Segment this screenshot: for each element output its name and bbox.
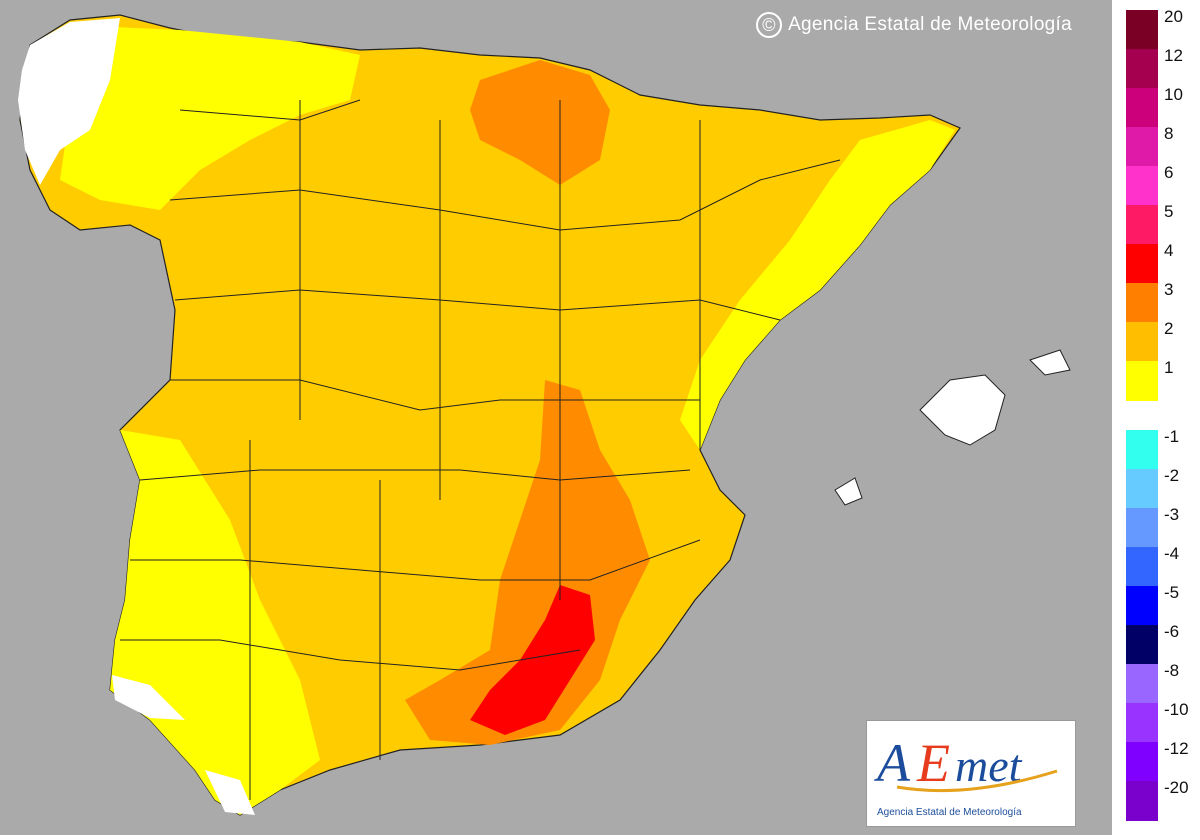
legend-label: -8	[1164, 661, 1180, 680]
legend-swatch	[1126, 244, 1158, 284]
gibraltar-nodata-region	[205, 770, 255, 815]
legend-label: 4	[1164, 241, 1174, 260]
legend-swatch	[1126, 166, 1158, 206]
logo-swoosh	[896, 769, 1058, 793]
logo-subtitle: Agencia Estatal de Meteorología	[877, 807, 1022, 818]
legend-label: 8	[1164, 124, 1174, 143]
legend-swatch	[1126, 430, 1158, 470]
anomaly-map: © Agencia Estatal de Meteorología A E me…	[0, 0, 1112, 835]
legend-swatch	[1126, 547, 1158, 587]
legend-label: 10	[1164, 85, 1183, 104]
legend-label: -5	[1164, 583, 1180, 602]
legend-swatch	[1126, 781, 1158, 821]
legend-label: 6	[1164, 163, 1174, 182]
legend-label: -3	[1164, 505, 1180, 524]
legend-label: -4	[1164, 544, 1180, 563]
legend-swatch	[1126, 742, 1158, 782]
legend-swatch	[1126, 361, 1158, 401]
legend-swatch	[1126, 49, 1158, 89]
southeast-level4-region	[470, 585, 595, 735]
aemet-logo-mark: A E met	[874, 733, 1058, 793]
legend-swatch	[1126, 10, 1158, 50]
galicia-nodata-region	[18, 18, 120, 185]
east-level1-region	[680, 120, 955, 450]
map-svg	[18, 14, 1071, 816]
legend-label: -10	[1164, 700, 1189, 719]
aemet-logo: A E met Agencia Estatal de Meteorología	[866, 720, 1076, 827]
logo-a-letter: A	[874, 733, 911, 793]
negative-legend-bar	[1126, 430, 1158, 821]
legend-label: -2	[1164, 466, 1180, 485]
legend-swatch	[1126, 625, 1158, 665]
credit-text: Agencia Estatal de Meteorología	[788, 14, 1072, 35]
north-level3-region	[470, 60, 610, 185]
copyright-icon: ©	[756, 12, 783, 38]
legend-label: -12	[1164, 739, 1189, 758]
aemet-credit: © Agencia Estatal de Meteorología	[756, 12, 1072, 38]
southeast-level3-region	[405, 380, 650, 745]
legend-swatch	[1126, 322, 1158, 362]
legend-swatch	[1126, 703, 1158, 743]
legend-swatch	[1126, 127, 1158, 167]
north-level1-region	[60, 25, 360, 210]
mallorca-island	[919, 374, 1006, 446]
legend-label: 3	[1164, 280, 1174, 299]
legend-swatch	[1126, 283, 1158, 323]
legend-swatch	[1126, 88, 1158, 128]
color-legend: 20 12 10 8 6 5 4 3 2 1 -1 -2 -3 -4 -5 -6 -8 -10 -12 -20	[1112, 0, 1200, 835]
legend-label: -20	[1164, 778, 1189, 797]
menorca-island	[1029, 349, 1071, 376]
southwest-nodata-region	[112, 675, 185, 720]
legend-label: -6	[1164, 622, 1180, 641]
legend-swatch	[1126, 664, 1158, 704]
legend-swatch	[1126, 508, 1158, 548]
province-borders	[120, 99, 841, 800]
legend-label: 1	[1164, 358, 1174, 377]
positive-legend-bar	[1126, 10, 1158, 401]
ibiza-island	[834, 477, 863, 506]
legend-label: 12	[1164, 46, 1183, 65]
legend-swatch	[1126, 586, 1158, 626]
legend-label: 2	[1164, 319, 1174, 338]
legend-label: 5	[1164, 202, 1174, 221]
legend-label: 20	[1164, 7, 1183, 26]
logo-e-letter: E	[916, 733, 950, 793]
legend-swatch	[1126, 205, 1158, 245]
legend-label: -1	[1164, 427, 1180, 446]
legend-swatch	[1126, 469, 1158, 509]
west-level1-region	[110, 430, 320, 815]
